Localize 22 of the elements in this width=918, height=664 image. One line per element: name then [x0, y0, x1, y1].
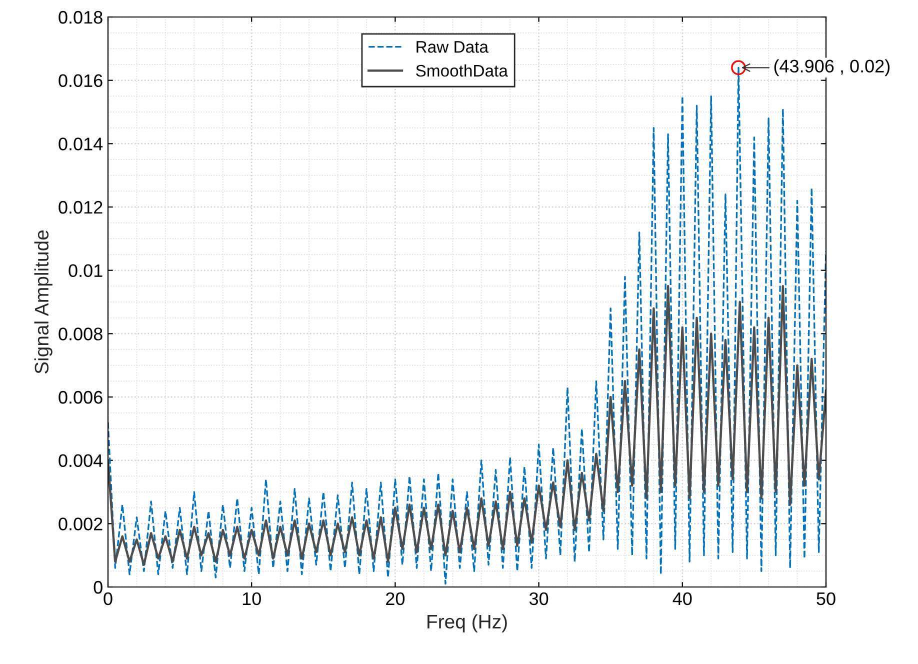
x-tick-label: 40: [672, 592, 692, 606]
y-tick-label: 0: [94, 580, 102, 594]
annotation: (43.906 , 0.02): [774, 59, 890, 76]
x-tick-label: 50: [816, 592, 836, 606]
line-series: [108, 285, 826, 566]
y-tick-label: 0.006: [58, 390, 102, 404]
y-tick-label: 0.01: [68, 264, 102, 278]
x-tick-label: 0: [104, 592, 112, 606]
x-axis-title: Freq (Hz): [428, 614, 507, 632]
x-tick-label: 20: [386, 592, 405, 606]
x-tick-label: 30: [529, 592, 548, 606]
y-tick-label: 0.012: [58, 200, 102, 214]
legend-label: SmoothData: [416, 64, 508, 77]
y-tick-label: 0.008: [58, 328, 102, 340]
y-axis-title: Signal Amplitude: [34, 230, 52, 374]
y-tick-label: 0.002: [58, 518, 102, 530]
x-tick-label: 10: [242, 592, 261, 606]
y-tick-label: 0.014: [58, 138, 103, 150]
y-tick-label: 0.016: [58, 74, 102, 88]
legend-label: Raw Data: [416, 41, 488, 53]
y-tick-label: 0.018: [58, 10, 102, 24]
y-tick-label: 0.004: [58, 454, 103, 468]
